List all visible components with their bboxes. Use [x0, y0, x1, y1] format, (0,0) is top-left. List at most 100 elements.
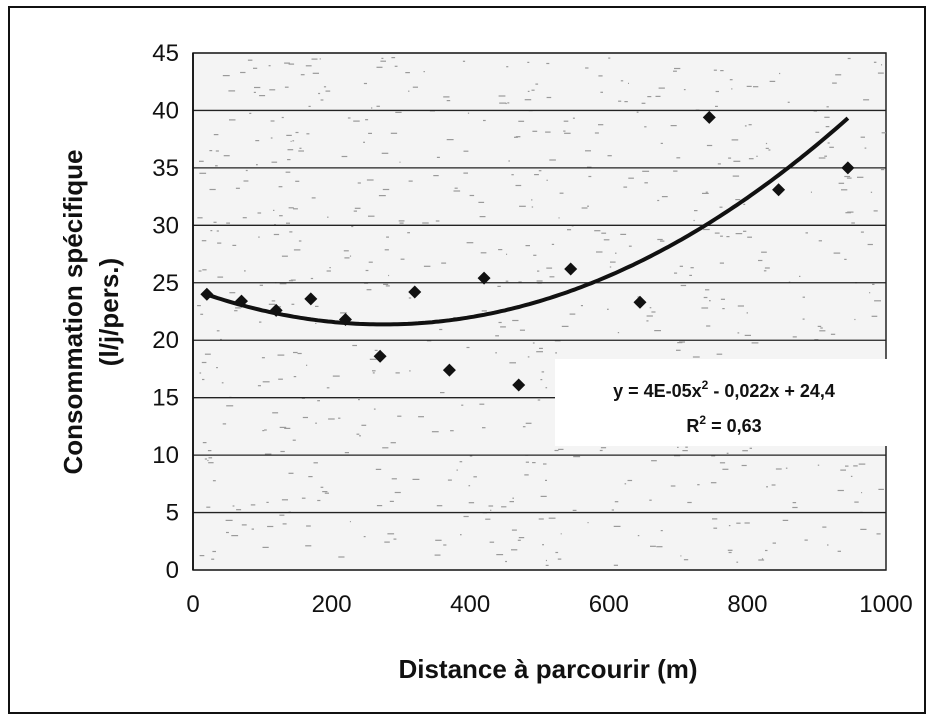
speckle	[706, 325, 711, 327]
speckle	[682, 450, 688, 452]
speckle	[197, 217, 203, 219]
speckle	[660, 530, 663, 532]
speckle	[680, 284, 687, 287]
speckle	[259, 95, 266, 97]
speckle	[324, 492, 329, 494]
speckle	[315, 422, 317, 424]
speckle	[498, 249, 503, 251]
speckle	[200, 313, 204, 315]
speckle	[407, 232, 410, 234]
speckle	[732, 175, 740, 177]
x-tick-label: 800	[727, 591, 767, 618]
speckle	[243, 180, 249, 182]
speckle	[524, 474, 529, 476]
speckle	[545, 387, 548, 389]
speckle	[247, 59, 253, 61]
speckle	[485, 518, 491, 520]
speckle	[761, 558, 764, 560]
speckle	[613, 564, 618, 566]
speckle	[674, 67, 681, 70]
data-point	[269, 303, 283, 317]
speckle	[765, 147, 769, 149]
speckle	[525, 422, 532, 424]
speckle	[728, 525, 731, 527]
speckle	[785, 467, 788, 469]
speckle	[231, 535, 239, 537]
speckle	[340, 312, 347, 314]
speckle	[217, 276, 224, 278]
speckle	[628, 82, 629, 84]
speckle	[435, 220, 440, 222]
speckle	[772, 542, 776, 544]
speckle	[226, 405, 234, 407]
x-tick-label: 1000	[859, 591, 912, 618]
speckle	[677, 446, 679, 448]
speckle	[356, 433, 360, 435]
speckle	[282, 523, 287, 525]
x-tick-labels: 0 200 400 600 800 1000	[186, 591, 912, 618]
speckle	[332, 375, 340, 377]
speckle	[618, 100, 622, 102]
data-point	[512, 378, 526, 392]
speckle	[284, 62, 290, 64]
speckle	[840, 469, 846, 471]
speckle	[683, 89, 686, 91]
speckle	[209, 188, 216, 191]
speckle	[468, 502, 475, 504]
speckle	[588, 175, 592, 178]
speckle	[747, 236, 752, 238]
speckle	[422, 222, 429, 224]
y-tick-label: 25	[152, 270, 179, 297]
speckle	[270, 137, 273, 139]
speckle	[199, 555, 205, 557]
speckle	[860, 136, 865, 138]
speckle	[436, 156, 440, 158]
speckle	[832, 82, 837, 84]
speckle	[292, 140, 295, 142]
speckle	[357, 182, 361, 184]
speckle	[213, 221, 217, 223]
speckle	[561, 325, 569, 327]
speckle	[563, 130, 566, 132]
speckle	[365, 119, 369, 121]
speckle	[736, 561, 739, 563]
speckle	[323, 86, 327, 88]
speckle	[717, 163, 721, 165]
speckle	[215, 165, 218, 167]
speckle	[382, 447, 389, 449]
speckle	[204, 353, 211, 355]
speckle	[594, 230, 601, 232]
speckle	[399, 161, 401, 163]
speckle	[461, 404, 464, 406]
speckle	[628, 177, 634, 179]
x-tick-label: 400	[450, 591, 490, 618]
speckle	[527, 356, 530, 358]
speckle	[581, 207, 588, 209]
speckle	[518, 537, 525, 539]
speckle	[763, 270, 767, 272]
speckle	[545, 131, 551, 133]
speckle	[325, 90, 331, 92]
data-point	[338, 313, 352, 327]
speckle	[365, 269, 369, 272]
speckle	[467, 112, 470, 114]
speckle	[820, 327, 823, 329]
speckle	[656, 546, 663, 548]
speckle	[376, 105, 380, 107]
speckle	[719, 206, 723, 208]
speckle	[353, 120, 360, 122]
speckle	[722, 468, 729, 470]
speckle	[483, 119, 486, 122]
speckle	[255, 140, 260, 142]
speckle	[532, 462, 536, 464]
speckle	[827, 544, 829, 546]
speckle	[539, 347, 543, 349]
speckle	[482, 427, 486, 429]
speckle	[787, 101, 790, 103]
speckle	[670, 485, 676, 487]
speckle	[241, 524, 247, 526]
y-tick-label: 20	[152, 327, 179, 354]
speckle	[517, 539, 521, 541]
x-tick-label: 0	[186, 591, 199, 618]
speckle	[509, 362, 516, 364]
